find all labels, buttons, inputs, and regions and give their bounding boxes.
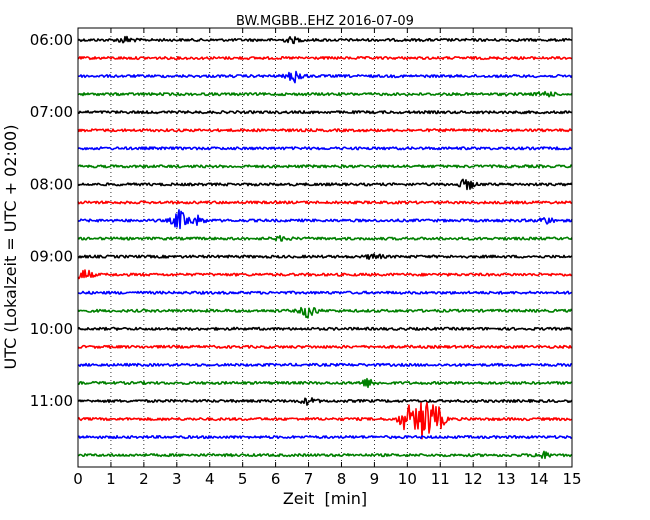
x-axis: 0 1 2 3 4 5 6 7 8 9 10 11 12 13 14 15 xyxy=(73,28,582,488)
trace-07:30 xyxy=(77,146,572,151)
trace-10:15 xyxy=(77,344,573,349)
trace-06:30 xyxy=(77,70,573,84)
x-tick-label-11: 11 xyxy=(431,470,450,488)
trace-09:15 xyxy=(77,269,573,280)
trace-09:45 xyxy=(77,306,573,319)
y-tick-label-11:00: 11:00 xyxy=(30,392,73,410)
x-tick-label-12: 12 xyxy=(464,470,483,488)
trace-10:45 xyxy=(77,377,573,389)
x-tick-label-0: 0 xyxy=(73,470,83,488)
trace-11:45 xyxy=(77,450,573,460)
x-tick-label-8: 8 xyxy=(337,470,347,488)
trace-06:15 xyxy=(77,55,573,61)
trace-06:00 xyxy=(77,35,573,45)
x-tick-label-3: 3 xyxy=(172,470,182,488)
y-tick-label-08:00: 08:00 xyxy=(30,175,73,193)
trace-08:15 xyxy=(77,200,573,205)
trace-11:15 xyxy=(77,401,573,440)
y-axis: 06:00 07:00 08:00 09:00 10:00 11:00 xyxy=(30,31,572,410)
x-axis-label: Zeit [min] xyxy=(283,489,367,508)
x-tick-label-2: 2 xyxy=(139,470,149,488)
y-axis-label: UTC (Lokalzeit = UTC + 02:00) xyxy=(1,125,20,370)
trace-10:30 xyxy=(77,362,573,368)
trace-08:00 xyxy=(77,178,573,191)
x-tick-label-15: 15 xyxy=(562,470,581,488)
chart-title: BW.MGBB..EHZ 2016-07-09 xyxy=(236,14,414,29)
y-tick-label-07:00: 07:00 xyxy=(30,103,73,121)
trace-11:30 xyxy=(77,434,573,440)
x-tick-label-14: 14 xyxy=(530,470,549,488)
trace-09:00 xyxy=(77,253,573,261)
trace-08:30 xyxy=(77,209,573,230)
trace-08:45 xyxy=(77,234,573,242)
x-tick-label-7: 7 xyxy=(304,470,314,488)
x-tick-label-10: 10 xyxy=(398,470,417,488)
y-tick-label-10:00: 10:00 xyxy=(30,320,73,338)
x-tick-label-9: 9 xyxy=(370,470,380,488)
y-tick-label-09:00: 09:00 xyxy=(30,248,73,266)
trace-06:45 xyxy=(77,90,573,98)
traces xyxy=(77,35,573,460)
trace-10:00 xyxy=(77,326,573,331)
y-tick-label-06:00: 06:00 xyxy=(30,31,73,49)
plot-frame xyxy=(77,27,573,468)
trace-07:45 xyxy=(77,164,573,169)
trace-11:00 xyxy=(77,397,573,406)
x-tick-label-6: 6 xyxy=(271,470,281,488)
trace-07:00 xyxy=(77,110,573,115)
trace-07:15 xyxy=(77,128,573,133)
x-tick-label-4: 4 xyxy=(205,470,215,488)
x-tick-label-1: 1 xyxy=(106,470,116,488)
trace-09:30 xyxy=(77,290,573,295)
x-tick-label-13: 13 xyxy=(497,470,516,488)
x-tick-label-5: 5 xyxy=(238,470,248,488)
